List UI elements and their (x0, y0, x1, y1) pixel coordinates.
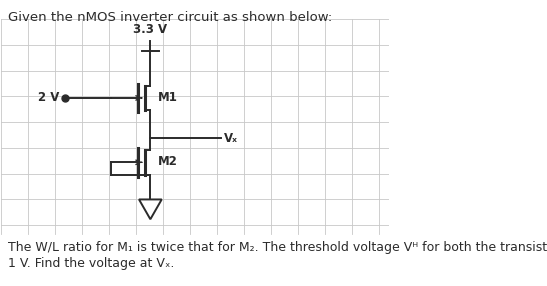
Text: M1: M1 (158, 90, 177, 104)
Text: 2 V: 2 V (38, 92, 60, 104)
Text: The W/L ratio for M₁ is twice that for M₂. The threshold voltage Vᴴ for both the: The W/L ratio for M₁ is twice that for M… (9, 241, 547, 254)
Text: Given the nMOS inverter circuit as shown below:: Given the nMOS inverter circuit as shown… (9, 11, 333, 24)
Text: 1 V. Find the voltage at Vₓ.: 1 V. Find the voltage at Vₓ. (9, 257, 175, 270)
Text: 3.3 V: 3.3 V (133, 23, 167, 36)
Text: M2: M2 (158, 155, 177, 168)
Text: Vₓ: Vₓ (224, 132, 238, 144)
